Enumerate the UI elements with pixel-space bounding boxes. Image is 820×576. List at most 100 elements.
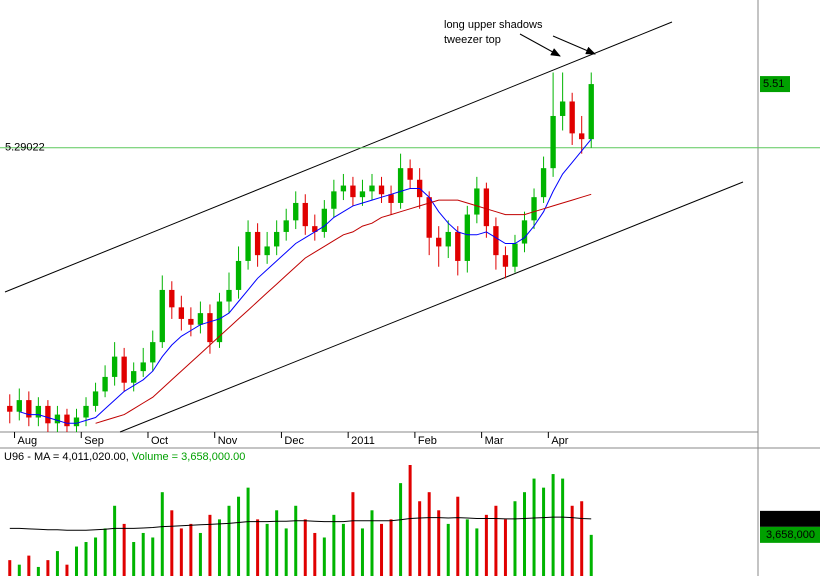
x-tick-label: Sep (84, 435, 104, 447)
volume-bar (113, 505, 117, 576)
x-tick-label: Aug (18, 435, 38, 447)
candle-body (445, 231, 451, 247)
volume-bar (294, 505, 298, 576)
volume-bar (275, 510, 279, 576)
candle-body (588, 84, 594, 140)
candle-body (26, 400, 32, 418)
candle-body (302, 202, 308, 227)
x-tick-label: 2011 (351, 435, 375, 447)
candle-body (92, 391, 99, 406)
moving-average (95, 193, 592, 424)
candle-body (264, 246, 270, 256)
candle-body (150, 342, 156, 363)
candle-body (321, 208, 327, 232)
candle-body (483, 188, 490, 227)
candle-body (73, 417, 80, 427)
candle-body (169, 289, 175, 308)
volume-bar (380, 523, 384, 576)
candle-body (455, 231, 461, 261)
candle-body (45, 405, 51, 424)
volume-bar (418, 501, 422, 576)
volume-subtitle: Volume = 3,658,000.00 (132, 451, 245, 463)
candle-body (426, 197, 432, 238)
volume-bar (389, 519, 393, 576)
annotation-arrow (552, 35, 596, 55)
volume-bar (103, 528, 107, 576)
candle-body (54, 414, 61, 424)
volume-bar (589, 534, 593, 576)
volume-bar (227, 505, 231, 576)
candle-body (293, 202, 299, 221)
volume-bar (122, 523, 126, 576)
candle-body (474, 188, 480, 215)
candle-body (340, 185, 347, 192)
candle-body (226, 289, 232, 302)
candle-body (216, 301, 223, 343)
volume-bar (503, 519, 507, 576)
candle-body (245, 231, 251, 261)
volume-bar (475, 528, 479, 576)
volume-bar (265, 523, 269, 576)
volume-bar (437, 510, 441, 576)
marker-box (760, 526, 820, 543)
volume-bar (94, 537, 98, 576)
volume-bar (532, 478, 536, 576)
candle-body (7, 405, 13, 412)
volume-bar (351, 492, 355, 576)
x-tick-label: Dec (284, 435, 304, 447)
volume-bar (151, 537, 155, 576)
x-tick-label: Feb (418, 435, 437, 447)
candle-body (159, 289, 165, 343)
reference-label: 5.29022 (5, 142, 45, 154)
candle-body (540, 168, 547, 198)
volume-bar (74, 546, 78, 576)
volume-title: U96 - MA = 4,011,020.00, (4, 451, 129, 463)
candle-body (407, 168, 413, 180)
candle-body (274, 231, 280, 247)
volume-average (9, 516, 592, 531)
candle-body (359, 191, 366, 198)
candle-body (502, 255, 509, 267)
volume-bar (170, 510, 174, 576)
candle-body (378, 185, 385, 195)
volume-bar (27, 555, 31, 576)
candle-body (312, 226, 318, 232)
marker-label: 4,011,020 (766, 513, 814, 525)
last-price-box (760, 76, 790, 93)
volume-bar (198, 532, 202, 576)
volume-bar (551, 474, 555, 576)
x-tick-label: Apr (551, 435, 568, 447)
x-tick-label: Mar (485, 435, 504, 447)
volume-bar (456, 496, 460, 576)
marker-box (760, 510, 820, 527)
volume-bar (570, 505, 574, 576)
volume-bar (465, 519, 469, 576)
volume-bar (256, 519, 260, 576)
volume-bar (303, 519, 307, 576)
volume-bar (141, 532, 145, 576)
volume-bar (179, 528, 183, 576)
volume-bar (132, 542, 136, 576)
candle-body (235, 260, 242, 290)
volume-bar (542, 487, 546, 576)
volume-bar (494, 505, 498, 576)
candle-body (140, 362, 146, 372)
upper-channel (4, 21, 673, 293)
volume-bar (370, 510, 374, 576)
volume-header: U96 - MA = 4,011,020.00, Volume = 3,658,… (4, 451, 245, 463)
candle-body (350, 185, 356, 198)
candle-body (283, 220, 289, 232)
volume-bar (284, 528, 288, 576)
candle-body (35, 405, 42, 418)
annotation-arrow (519, 33, 561, 57)
lower-channel (119, 181, 744, 433)
candle-body (64, 414, 70, 427)
volume-bar (246, 487, 250, 576)
candle-body (493, 226, 499, 256)
candle-body (254, 231, 261, 256)
candle-body (16, 400, 22, 412)
x-tick-label: Oct (151, 435, 168, 447)
candle-body (197, 313, 204, 325)
candle-body (207, 313, 213, 343)
candle-body (550, 115, 556, 169)
